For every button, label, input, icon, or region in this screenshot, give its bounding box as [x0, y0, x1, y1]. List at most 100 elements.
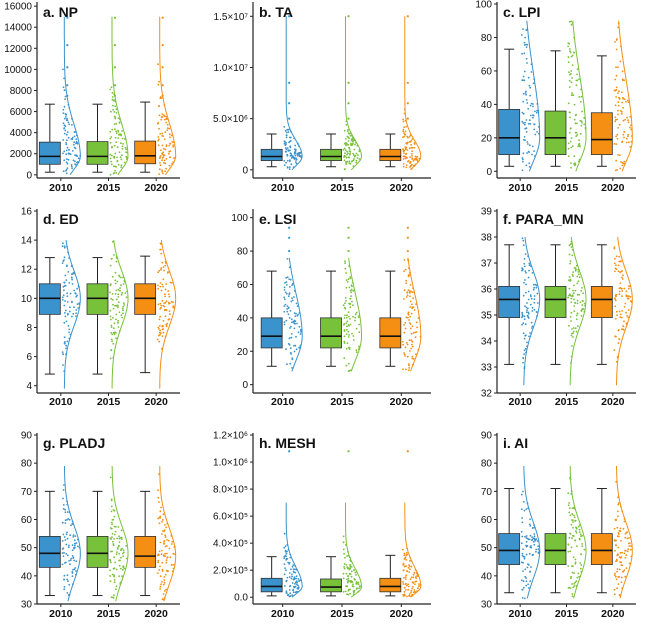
data-point — [624, 118, 626, 121]
data-point — [571, 273, 574, 276]
y-tick-label: 6.0×10⁵ — [213, 512, 248, 523]
data-point — [411, 138, 414, 140]
data-point — [522, 570, 524, 572]
data-point — [66, 519, 68, 521]
data-point — [110, 349, 112, 352]
data-point — [170, 534, 173, 537]
data-point — [627, 309, 630, 311]
panel-title: g. PLADJ — [43, 435, 105, 451]
data-point — [111, 340, 113, 343]
data-point — [576, 122, 578, 125]
data-point — [71, 138, 74, 141]
data-point — [352, 304, 354, 307]
data-point — [622, 274, 624, 277]
data-point — [409, 134, 412, 137]
data-point — [531, 527, 534, 529]
y-tick-label: 50 — [481, 543, 493, 554]
data-point — [567, 42, 570, 44]
data-point — [110, 338, 113, 341]
data-point — [63, 551, 65, 554]
data-point — [406, 135, 409, 138]
data-point — [346, 135, 349, 138]
data-point — [578, 538, 581, 541]
data-point — [521, 237, 524, 240]
data-point — [114, 128, 116, 131]
data-point — [112, 509, 115, 511]
data-point — [283, 310, 286, 313]
data-point — [568, 279, 570, 282]
data-point — [168, 156, 171, 159]
data-point — [160, 267, 163, 269]
data-point — [616, 587, 619, 590]
data-point — [628, 545, 631, 547]
data-point — [287, 149, 290, 152]
data-point — [109, 130, 112, 133]
data-point — [113, 515, 116, 518]
data-point — [164, 148, 167, 151]
data-point — [158, 550, 161, 553]
data-point — [112, 327, 115, 330]
data-point — [523, 281, 525, 284]
data-point — [353, 569, 356, 571]
data-point — [159, 242, 162, 245]
data-point — [68, 328, 71, 331]
data-point — [352, 142, 354, 145]
data-point — [619, 154, 621, 157]
data-point — [63, 150, 66, 153]
data-point — [62, 364, 64, 366]
density-curve — [407, 257, 422, 372]
data-point — [570, 523, 573, 526]
data-point — [572, 556, 575, 558]
data-point — [355, 582, 358, 585]
data-point — [522, 112, 525, 115]
data-point — [122, 305, 125, 308]
data-point — [617, 576, 620, 578]
data-point — [284, 545, 287, 548]
data-point — [407, 289, 410, 292]
data-point — [347, 128, 349, 131]
data-point — [287, 593, 290, 596]
data-point — [157, 496, 160, 499]
data-point — [289, 347, 292, 349]
data-point — [619, 527, 622, 530]
data-point — [619, 60, 622, 63]
density-curve — [288, 257, 303, 372]
data-point — [410, 565, 413, 568]
data-point — [162, 151, 165, 154]
data-point — [65, 143, 68, 146]
data-point — [71, 523, 74, 525]
data-point — [289, 584, 292, 587]
data-point — [533, 298, 536, 301]
data-point — [345, 123, 348, 126]
data-point — [354, 319, 356, 322]
data-point — [615, 293, 618, 296]
data-point — [578, 528, 581, 531]
data-point — [522, 294, 525, 297]
data-point — [168, 310, 171, 312]
data-point — [568, 276, 571, 278]
data-point — [286, 310, 289, 313]
data-point — [292, 166, 295, 169]
data-point — [66, 503, 69, 506]
data-point — [353, 155, 356, 158]
data-point — [288, 576, 291, 578]
y-tick-label: 100 — [231, 213, 248, 224]
data-point — [161, 144, 164, 147]
data-point — [573, 298, 575, 301]
data-point — [537, 126, 540, 128]
data-point — [356, 144, 359, 147]
data-point — [534, 155, 536, 158]
data-point — [288, 589, 291, 591]
data-point — [161, 115, 164, 118]
data-point — [404, 578, 407, 580]
data-point — [114, 282, 117, 285]
data-point — [415, 158, 418, 161]
data-point — [73, 135, 76, 138]
data-point — [163, 590, 166, 592]
data-point — [583, 310, 586, 313]
y-tick-label: 33 — [481, 363, 493, 374]
data-point — [110, 596, 113, 599]
data-point — [170, 282, 173, 284]
data-point — [352, 583, 354, 586]
data-point — [117, 137, 120, 140]
